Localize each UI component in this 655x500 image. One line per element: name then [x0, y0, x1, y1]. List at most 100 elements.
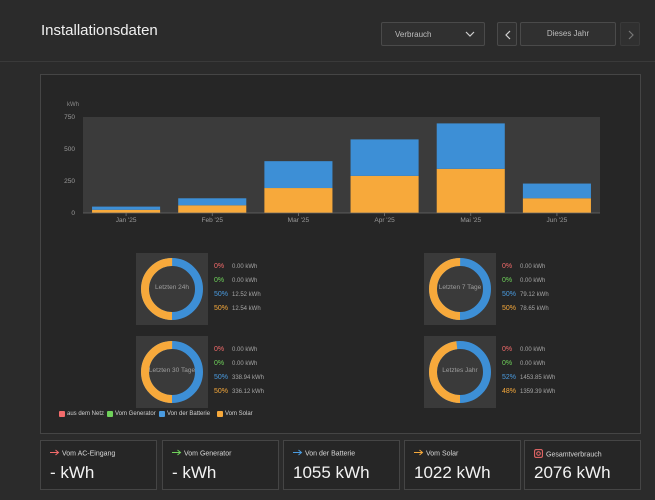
arrow-right-icon — [50, 449, 62, 458]
chevron-right-icon — [628, 30, 634, 40]
total-card-value: - kWh — [172, 463, 217, 482]
y-axis-label: kWh — [67, 102, 79, 108]
bar-segment[interactable] — [436, 168, 505, 213]
total-card-header: Vom Solar — [414, 449, 458, 458]
total-card-label: Vom Solar — [426, 450, 459, 458]
statistics-panel: kWh 0 250 500 750 Jan '25 Feb '25 Mar '25 Apr '2… — [40, 74, 641, 434]
legend-label: aus dem Netz — [67, 411, 105, 417]
total-card: Gesamtverbrauch 2076 kWh — [524, 440, 641, 490]
legend-swatch — [159, 411, 165, 417]
stat-value: 12.52 kWh — [232, 292, 261, 298]
stat-value: 336.12 kWh — [232, 389, 265, 395]
stat-value: 0.00 kWh — [520, 347, 546, 353]
bar-segment[interactable] — [522, 183, 591, 199]
arrow-right-icon — [172, 449, 184, 458]
x-tick-label: Jan '25 — [116, 217, 137, 224]
consumption-icon — [534, 449, 546, 460]
total-card-label: Vom AC-Eingang — [62, 450, 116, 458]
bar-segment[interactable] — [436, 123, 505, 169]
donut-label: Letzten 24h — [155, 284, 189, 291]
donut-card: Letzten 7 Tage — [424, 253, 496, 325]
stat-percent: 50% — [502, 305, 517, 312]
stat-value: 1359.39 kWh — [520, 389, 556, 395]
stat-value: 79.12 kWh — [520, 292, 549, 298]
bar-segment[interactable] — [350, 175, 419, 213]
stat-percent: 0% — [502, 263, 513, 270]
bar-segment[interactable] — [264, 161, 333, 189]
legend-label: Vom Solar — [225, 411, 253, 417]
x-tick-label: Mar '25 — [288, 217, 310, 224]
stat-percent: 0% — [214, 360, 225, 367]
legend-swatch — [59, 411, 65, 417]
donut-label: Letztes Jahr — [442, 367, 478, 374]
previous-period-button[interactable] — [497, 22, 517, 46]
plot-area — [83, 117, 600, 213]
stat-percent: 0% — [214, 263, 225, 270]
next-period-button[interactable] — [620, 22, 640, 46]
bar-segment[interactable] — [178, 198, 247, 206]
donut-segment-solar — [429, 341, 491, 403]
donut-chart — [429, 258, 491, 320]
total-card-value: 1022 kWh — [414, 463, 491, 482]
stat-percent: 50% — [214, 305, 229, 312]
donut-card: Letzten 24h — [136, 253, 208, 325]
period-label: Dieses Jahr — [520, 22, 616, 46]
chevron-left-icon — [505, 30, 511, 40]
stat-percent: 50% — [502, 291, 517, 298]
stat-percent: 0% — [214, 346, 225, 353]
total-card: Vom Solar 1022 kWh — [404, 440, 521, 490]
stat-percent: 0% — [214, 277, 225, 284]
total-card: Vom AC-Eingang - kWh — [40, 440, 157, 490]
total-card-label: Von der Batterie — [305, 450, 356, 458]
stat-percent: 0% — [502, 346, 513, 353]
metric-select-value: Verbrauch — [395, 30, 432, 39]
legend-swatch — [217, 411, 223, 417]
monthly-bar-chart: kWh 0 250 500 750 Jan '25 Feb '25 Mar '25 Apr '2… — [64, 102, 600, 224]
bar-segment[interactable] — [350, 139, 419, 176]
total-card-header: Von der Batterie — [293, 449, 355, 458]
bar-segment[interactable] — [92, 206, 161, 210]
donut-card: Letzten 30 Tage — [136, 336, 208, 408]
stat-value: 0.00 kWh — [520, 361, 546, 367]
metric-select[interactable]: Verbrauch — [381, 22, 485, 46]
stat-percent: 50% — [214, 388, 229, 395]
donut-chart — [141, 341, 203, 403]
stat-value: 0.00 kWh — [520, 264, 546, 270]
stat-value: 0.00 kWh — [520, 278, 546, 284]
stat-value: 0.00 kWh — [232, 264, 258, 270]
legend-swatch — [107, 411, 113, 417]
stat-value: 1453.85 kWh — [520, 375, 556, 381]
stat-percent: 52% — [502, 374, 517, 381]
total-card-label: Gesamtverbrauch — [546, 451, 602, 459]
stat-value: 78.65 kWh — [520, 306, 549, 312]
chevron-down-icon — [465, 31, 475, 37]
stat-value: 0.00 kWh — [232, 278, 258, 284]
donut-segment-solar — [429, 258, 491, 320]
page-title: Installationsdaten — [41, 22, 158, 39]
stat-percent: 50% — [214, 374, 229, 381]
legend-label: Von der Batterie — [167, 411, 211, 417]
stat-percent: 48% — [502, 388, 517, 395]
total-card-header: Gesamtverbrauch — [534, 449, 602, 460]
total-card: Von der Batterie 1055 kWh — [283, 440, 400, 490]
stat-percent: 0% — [502, 360, 513, 367]
y-tick-label: 750 — [64, 114, 75, 121]
x-tick-label: Mai '25 — [460, 217, 481, 224]
donut-chart — [429, 341, 491, 403]
x-tick-label: Jun '25 — [547, 217, 568, 224]
stat-value: 0.00 kWh — [232, 347, 258, 353]
bar-segment[interactable] — [522, 198, 591, 213]
total-card-header: Vom Generator — [172, 449, 231, 458]
bar-segment[interactable] — [92, 209, 161, 213]
x-tick-label: Apr '25 — [374, 217, 395, 224]
stat-percent: 50% — [214, 291, 229, 298]
page-header: Installationsdaten Verbrauch Dieses Jahr — [0, 0, 655, 62]
bar-segment[interactable] — [178, 205, 247, 213]
stat-value: 0.00 kWh — [232, 361, 258, 367]
bar-segment[interactable] — [264, 188, 333, 213]
total-card-value: - kWh — [50, 463, 95, 482]
stat-value: 12.54 kWh — [232, 306, 261, 312]
y-tick-label: 500 — [64, 146, 75, 153]
x-tick-label: Feb '25 — [202, 217, 224, 224]
donut-chart — [141, 258, 203, 320]
